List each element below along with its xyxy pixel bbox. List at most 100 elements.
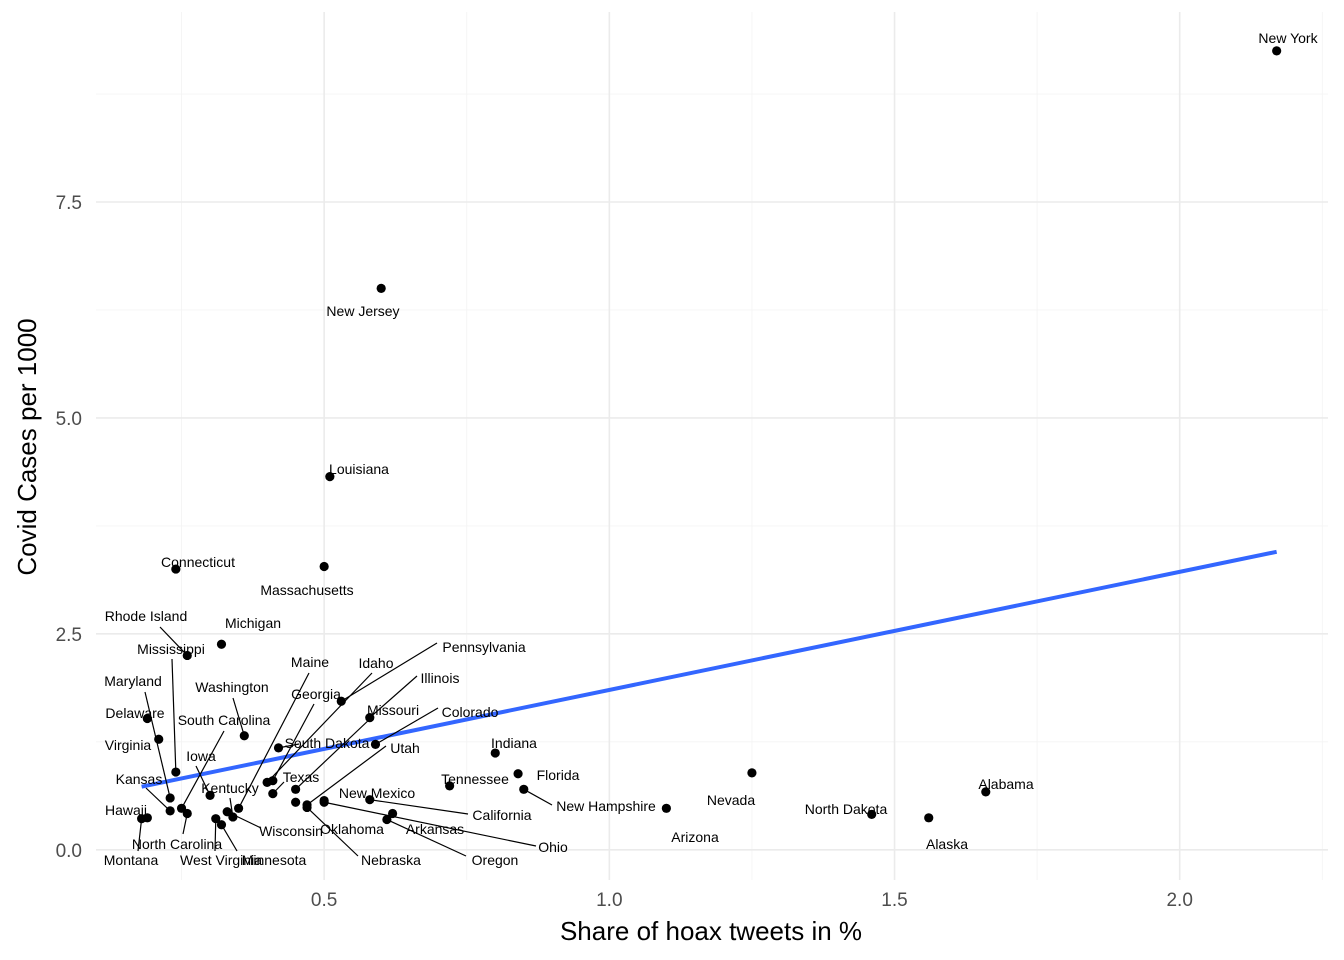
- point-label: Ohio: [538, 839, 568, 855]
- leader-line: [369, 799, 469, 815]
- point-label: Nebraska: [361, 852, 421, 868]
- point-label: South Carolina: [178, 712, 271, 728]
- point-label: Missouri: [367, 702, 419, 718]
- point-label: Arizona: [671, 829, 719, 845]
- point-label: New Mexico: [339, 785, 415, 801]
- point-label: Montana: [104, 852, 159, 868]
- data-point: [239, 731, 249, 741]
- point-label: Tennessee: [441, 771, 509, 787]
- point-label: Indiana: [491, 735, 537, 751]
- data-point: [387, 808, 398, 819]
- data-point: [268, 789, 278, 799]
- data-point: [867, 809, 877, 819]
- data-point: [142, 713, 152, 724]
- data-point: [165, 806, 175, 816]
- leader-line: [232, 697, 245, 736]
- point-label: California: [472, 807, 531, 823]
- point-label: Minnesota: [242, 852, 307, 868]
- leader-line: [171, 658, 177, 773]
- leader-lines: [137, 626, 553, 857]
- point-label: Nevada: [707, 792, 755, 808]
- point-label: Connecticut: [161, 554, 235, 570]
- data-point: [370, 739, 381, 750]
- data-point: [325, 472, 335, 482]
- leader-line: [137, 818, 143, 852]
- point-label: West Virginia: [180, 852, 262, 868]
- point-labels: New York New Jersey Louisiana Connecticut Ma…: [104, 30, 1319, 868]
- x-axis-title: Share of hoax tweets in %: [560, 916, 862, 946]
- leader-line: [181, 730, 225, 809]
- point-label: New York: [1258, 30, 1318, 46]
- point-label: Pennsylvania: [442, 639, 525, 655]
- point-label: New Hampshire: [556, 798, 656, 814]
- leader-line: [144, 691, 171, 799]
- point-label: Alabama: [978, 776, 1033, 792]
- leader-line: [159, 626, 188, 656]
- data-point: [273, 743, 284, 753]
- point-label: Idaho: [358, 655, 393, 671]
- data-point: [376, 283, 386, 293]
- point-label: Oklahoma: [320, 821, 384, 837]
- leader-line: [145, 787, 171, 812]
- leader-line: [306, 745, 387, 806]
- point-label: Kansas: [116, 771, 163, 787]
- point-label: North Dakota: [805, 801, 888, 817]
- data-point: [445, 781, 455, 791]
- point-label: Colorado: [442, 704, 499, 720]
- data-point: [291, 784, 301, 794]
- leader-line: [306, 807, 359, 857]
- point-label: North Carolina: [132, 836, 222, 852]
- point-label: Massachusetts: [260, 582, 353, 598]
- leader-line: [523, 788, 553, 806]
- leader-line: [369, 675, 418, 719]
- point-label: Michigan: [225, 615, 281, 631]
- trend-line-layer: [141, 549, 1278, 789]
- point-label: Hawaii: [105, 802, 147, 818]
- data-point: [302, 802, 312, 813]
- data-point: [365, 713, 375, 723]
- point-label: Mississippi: [137, 641, 205, 657]
- leader-line: [238, 672, 310, 809]
- data-point: [171, 564, 181, 574]
- leader-line: [266, 672, 373, 783]
- leader-line: [375, 707, 439, 745]
- data-point: [171, 767, 181, 777]
- data-points: [137, 46, 1282, 830]
- x-tick-label: 2.0: [1166, 890, 1192, 911]
- y-axis-title: Covid Cases per 1000: [12, 318, 42, 575]
- data-point: [291, 797, 301, 807]
- y-tick-label: 0.0: [56, 841, 82, 862]
- leader-line: [340, 642, 438, 702]
- point-label: South Dakota: [285, 735, 370, 751]
- data-point: [262, 777, 272, 788]
- point-label: New Jersey: [326, 303, 399, 319]
- data-point: [365, 795, 375, 805]
- leader-line: [295, 716, 373, 790]
- point-label: Iowa: [186, 748, 216, 764]
- data-point: [1272, 46, 1282, 56]
- data-point: [216, 639, 227, 649]
- point-label: Georgia: [291, 686, 341, 702]
- point-label: Maryland: [104, 673, 162, 689]
- data-point: [661, 803, 671, 813]
- point-label: Virginia: [105, 737, 152, 753]
- y-tick-label: 5.0: [56, 409, 82, 430]
- data-point: [205, 790, 215, 800]
- data-point: [176, 803, 187, 813]
- leader-line: [324, 801, 537, 847]
- x-tick-label: 1.5: [881, 890, 907, 911]
- point-label: Arkansas: [406, 821, 464, 837]
- leader-line: [195, 765, 211, 796]
- x-tick-label: 0.5: [311, 890, 337, 911]
- y-tick-label: 7.5: [56, 193, 82, 214]
- point-label: Delaware: [105, 705, 164, 721]
- point-label: Maine: [291, 654, 329, 670]
- trend-line: [141, 549, 1278, 789]
- tick-labels: 0.5 1.0 1.5 2.0 0.0 2.5 5.0 7.5: [56, 193, 1193, 911]
- data-point: [137, 814, 147, 824]
- point-label: Texas: [283, 769, 320, 785]
- y-tick-label: 2.5: [56, 625, 82, 646]
- data-point: [222, 807, 232, 817]
- point-label: Alaska: [926, 836, 968, 852]
